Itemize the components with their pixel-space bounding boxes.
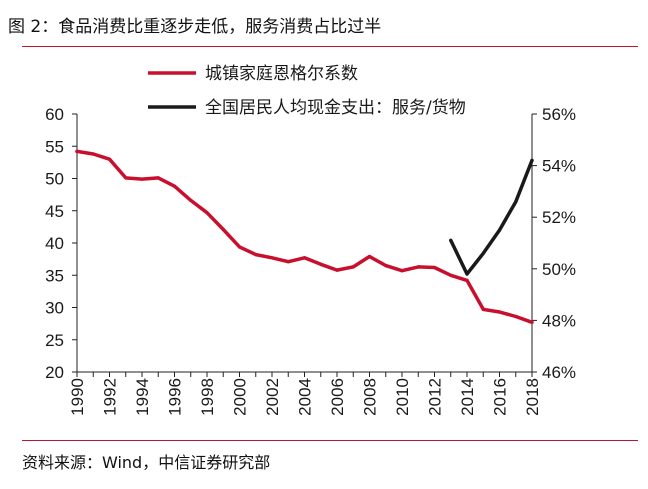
data-point — [465, 278, 469, 282]
x-tick-label: 2018 — [523, 378, 542, 416]
data-point — [205, 211, 209, 215]
series-line-1 — [449, 158, 534, 276]
x-tick-label: 2008 — [361, 378, 380, 416]
data-point — [172, 184, 177, 188]
data-point — [481, 251, 485, 255]
data-point — [497, 228, 502, 232]
legend-label: 城镇家庭恩格尔系数 — [205, 64, 358, 84]
x-tick-label: 2016 — [491, 378, 510, 416]
y-tick-label: 20 — [45, 363, 64, 382]
y2-tick-label: 50% — [542, 260, 576, 279]
x-tick-label: 2012 — [426, 378, 445, 416]
data-point — [75, 149, 79, 153]
data-point — [449, 238, 453, 242]
data-point — [107, 157, 112, 161]
x-tick-label: 1994 — [133, 378, 152, 416]
y-tick-label: 55 — [45, 137, 64, 156]
y-tick-label: 40 — [45, 234, 64, 253]
x-tick-label: 1996 — [166, 378, 185, 416]
y2-tick-label: 56% — [542, 105, 576, 124]
y-tick-label: 45 — [45, 202, 64, 221]
x-tick-label: 1998 — [198, 378, 217, 416]
data-point — [400, 269, 404, 273]
data-point — [286, 260, 290, 264]
data-point — [530, 320, 534, 324]
y-tick-label: 25 — [45, 331, 64, 350]
x-tick-label: 2002 — [263, 378, 282, 416]
data-point — [254, 253, 258, 257]
y-tick-label: 60 — [45, 105, 64, 124]
data-point — [237, 245, 242, 249]
legend-label: 全国居民人均现金支出：服务/货物 — [205, 98, 466, 118]
data-point — [319, 262, 323, 266]
x-tick-label: 1990 — [68, 378, 87, 416]
y-tick-label: 30 — [45, 299, 64, 318]
x-tick-label: 2010 — [393, 378, 412, 416]
source-rule — [22, 440, 638, 441]
x-tick-label: 2006 — [328, 378, 347, 416]
y-tick-label: 35 — [45, 266, 64, 285]
data-point — [270, 256, 274, 260]
x-tick-label: 2004 — [296, 378, 315, 416]
data-point — [530, 158, 534, 162]
y2-tick-label: 48% — [542, 311, 576, 330]
data-point — [156, 176, 160, 180]
figure-title: 图 2：食品消费比重逐步走低，服务消费占比过半 — [8, 17, 382, 37]
data-point — [140, 177, 144, 181]
data-point — [481, 307, 485, 311]
chart-plot — [75, 149, 534, 325]
data-point — [497, 310, 502, 314]
chart-axes: 20 25 30 35 40 45 50 55 60 46% 48% 50% 52% 54% 56% 1990… — [45, 105, 576, 416]
data-point — [432, 265, 437, 270]
y-tick-label: 50 — [45, 170, 64, 189]
x-tick-label: 1992 — [101, 378, 120, 416]
data-point — [91, 152, 95, 156]
data-point — [189, 198, 193, 202]
source-note: 资料来源：Wind，中信证券研究部 — [22, 453, 271, 472]
data-point — [124, 176, 128, 180]
data-point — [335, 268, 339, 272]
data-point — [514, 200, 518, 204]
data-point — [367, 254, 372, 259]
y2-tick-label: 52% — [542, 208, 576, 227]
data-point — [384, 264, 388, 268]
x-tick-label: 2000 — [231, 378, 250, 416]
title-rule — [22, 46, 638, 47]
y2-tick-label: 46% — [542, 363, 576, 382]
data-point — [465, 272, 469, 276]
series-line-0 — [75, 149, 534, 325]
data-point — [449, 273, 453, 277]
data-point — [351, 265, 355, 269]
y2-tick-label: 54% — [542, 157, 576, 176]
data-point — [416, 265, 420, 269]
data-point — [302, 256, 307, 260]
data-point — [221, 227, 225, 232]
data-point — [514, 314, 518, 319]
x-tick-label: 2014 — [458, 378, 477, 416]
